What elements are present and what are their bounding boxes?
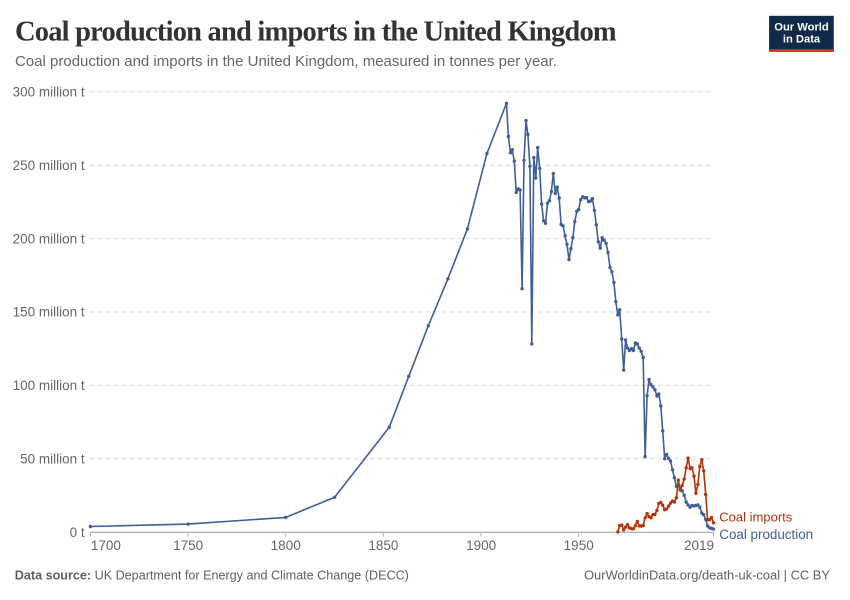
svg-text:250 million t: 250 million t xyxy=(13,158,85,173)
svg-text:1950: 1950 xyxy=(564,538,594,553)
svg-text:0 t: 0 t xyxy=(70,525,85,540)
svg-text:1900: 1900 xyxy=(466,538,496,553)
svg-text:in Data: in Data xyxy=(783,34,821,46)
svg-text:100 million t: 100 million t xyxy=(13,378,85,393)
svg-text:1850: 1850 xyxy=(368,538,398,553)
svg-text:1800: 1800 xyxy=(271,538,301,553)
svg-text:2019: 2019 xyxy=(684,538,714,553)
svg-text:1750: 1750 xyxy=(173,538,203,553)
svg-text:OurWorldinData.org/death-uk-co: OurWorldinData.org/death-uk-coal | CC BY xyxy=(584,568,830,583)
svg-text:Coal imports: Coal imports xyxy=(719,510,792,525)
svg-text:300 million t: 300 million t xyxy=(13,85,85,100)
svg-text:Coal production and imports in: Coal production and imports in the Unite… xyxy=(15,16,617,47)
svg-text:Our World: Our World xyxy=(774,21,829,33)
svg-text:Data source: UK Department for: Data source: UK Department for Energy an… xyxy=(15,569,409,583)
svg-text:Coal production and imports in: Coal production and imports in the Unite… xyxy=(15,53,557,70)
svg-text:50 million t: 50 million t xyxy=(20,452,85,467)
svg-text:1700: 1700 xyxy=(91,538,121,553)
svg-text:150 million t: 150 million t xyxy=(13,305,85,320)
svg-text:200 million t: 200 million t xyxy=(13,231,85,246)
svg-text:Coal production: Coal production xyxy=(719,527,813,542)
